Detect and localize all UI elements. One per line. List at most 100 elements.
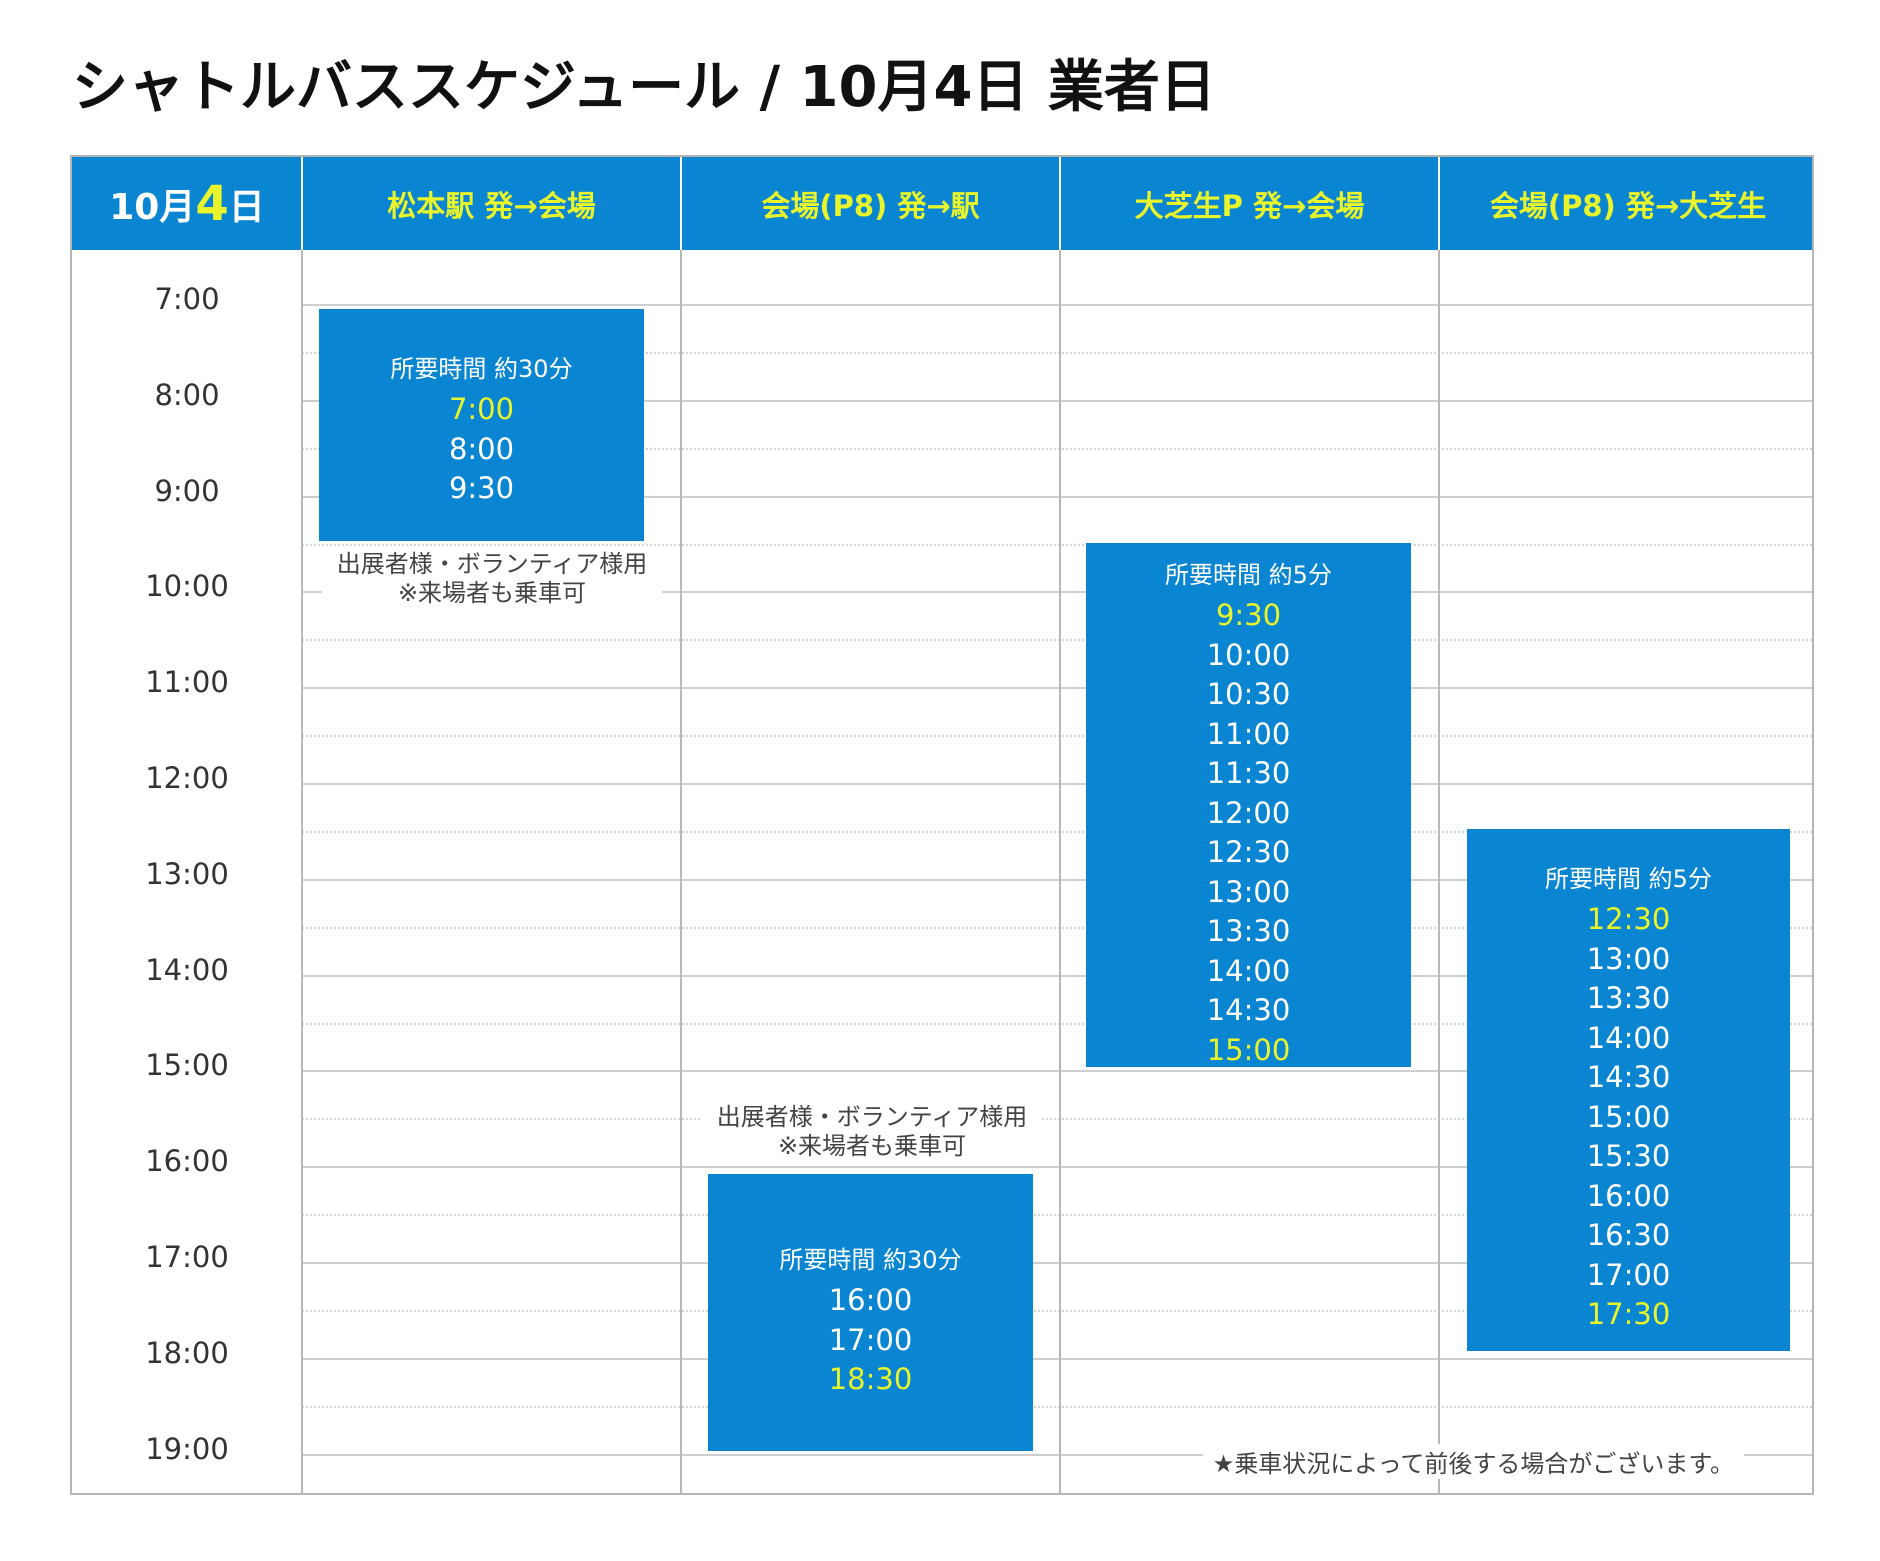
timetable-box-matsumoto: 所要時間 約30分 7:00 8:00 9:30: [319, 309, 644, 541]
date-month: 10月: [109, 186, 196, 228]
departure-time: 12:00: [1206, 795, 1291, 830]
half-hour-line: [302, 927, 1812, 929]
departure-time: 16:30: [1586, 1218, 1671, 1252]
departure-time: 13:30: [1206, 914, 1291, 948]
departure-time: 15:00: [1206, 1032, 1291, 1067]
schedule-grid: 10月 4 日 松本駅 発→会場 会場(P8) 発→駅 大芝生P 発→会場 会場(P…: [70, 155, 1814, 1495]
half-hour-line: [302, 1406, 1812, 1408]
departure-time: 17:00: [828, 1322, 913, 1357]
departure-time: 15:00: [1586, 1099, 1671, 1134]
departure-time: 12:30: [1586, 902, 1671, 936]
time-label: 11:00: [145, 665, 229, 699]
half-hour-line: [302, 352, 1812, 354]
time-label: 10:00: [145, 569, 229, 603]
half-hour-line: [302, 544, 1812, 546]
column-header-oshibafu-to-venue: 大芝生P 発→会場: [1134, 188, 1365, 223]
departure-time: 14:30: [1586, 1060, 1671, 1094]
half-hour-line: [302, 1310, 1812, 1312]
departure-time: 17:00: [1586, 1257, 1671, 1292]
departure-time: 11:30: [1206, 756, 1291, 790]
departure-time: 13:00: [1586, 941, 1671, 976]
time-label: 13:00: [145, 857, 229, 891]
departure-time: 14:00: [1586, 1020, 1671, 1055]
departure-time: 13:30: [1586, 981, 1671, 1015]
hour-line: [302, 496, 1812, 498]
date-header: 10月 4 日: [72, 157, 302, 250]
column-header-matsumoto-to-venue: 松本駅 発→会場: [387, 188, 596, 223]
hour-line: [302, 975, 1812, 977]
time-label: 15:00: [145, 1048, 229, 1082]
column-header-venue-to-station: 会場(P8) 発→駅: [761, 188, 980, 223]
time-label: 18:00: [145, 1336, 229, 1370]
hour-line: [302, 879, 1812, 881]
time-label: 7:00: [154, 282, 220, 316]
column-divider: [1438, 250, 1440, 1493]
header-divider: [301, 157, 303, 250]
hour-line: [302, 783, 1812, 785]
duration-label: 所要時間 約30分: [779, 1246, 962, 1274]
half-hour-line: [302, 1118, 1812, 1120]
footnote: ★乗車状況によって前後する場合がございます。: [1202, 1444, 1744, 1479]
departure-time: 10:30: [1206, 677, 1291, 711]
date-day: 4: [195, 175, 229, 232]
time-label: 17:00: [145, 1240, 229, 1274]
header-divider: [1438, 157, 1440, 250]
departure-times: 16:00 17:00 18:30: [708, 1281, 1033, 1400]
half-hour-line: [302, 639, 1812, 641]
departure-time: 15:30: [1586, 1139, 1671, 1173]
departure-time: 11:00: [1206, 716, 1291, 751]
note-line: ※来場者も乗車可: [777, 1132, 967, 1160]
column-divider: [1059, 250, 1061, 1493]
departure-time: 10:00: [1206, 637, 1291, 672]
hour-line: [302, 687, 1812, 689]
eligibility-note-matsumoto: 出展者様・ボランティア様用 ※来場者も乗車可: [322, 550, 662, 608]
half-hour-line: [302, 831, 1812, 833]
eligibility-note-venue-station: 出展者様・ボランティア様用 ※来場者も乗車可: [702, 1103, 1042, 1161]
half-hour-line: [302, 448, 1812, 450]
note-line: 出展者様・ボランティア様用: [716, 1103, 1028, 1131]
duration-label: 所要時間 約30分: [390, 355, 573, 383]
hour-line: [302, 400, 1812, 402]
half-hour-line: [302, 1214, 1812, 1216]
departure-time: 8:00: [448, 431, 515, 466]
hour-line: [302, 1358, 1812, 1360]
duration-label: 所要時間 約5分: [1545, 865, 1712, 893]
column-divider: [680, 250, 682, 1493]
header-divider: [1059, 157, 1061, 250]
note-line: ※来場者も乗車可: [397, 579, 587, 607]
half-hour-line: [302, 735, 1812, 737]
departure-time: 16:00: [1586, 1178, 1671, 1213]
hour-line: [302, 1262, 1812, 1264]
hour-line: [302, 1166, 1812, 1168]
departure-time: 13:00: [1206, 874, 1291, 909]
departure-time: 9:30: [448, 471, 515, 505]
time-label: 14:00: [145, 953, 229, 987]
departure-time: 14:30: [1206, 993, 1291, 1027]
page-title: シャトルバススケジュール / 10月4日 業者日: [72, 55, 1216, 120]
half-hour-line: [302, 1023, 1812, 1025]
departure-time: 18:30: [828, 1362, 913, 1396]
time-label: 9:00: [154, 474, 220, 508]
time-label: 12:00: [145, 761, 229, 795]
column-header-venue-to-oshibafu: 会場(P8) 発→大芝生: [1489, 188, 1767, 223]
schedule-header: 10月 4 日 松本駅 発→会場 会場(P8) 発→駅 大芝生P 発→会場 会場(P…: [72, 157, 1812, 250]
hour-line: [302, 591, 1812, 593]
hour-line: [302, 304, 1812, 306]
time-label: 8:00: [154, 378, 220, 412]
duration-label: 所要時間 約5分: [1165, 561, 1332, 589]
departure-time: 7:00: [448, 392, 515, 426]
departure-time: 17:30: [1586, 1297, 1671, 1331]
departure-time: 14:00: [1206, 953, 1291, 988]
hour-line: [302, 1070, 1812, 1072]
time-label: 16:00: [145, 1144, 229, 1178]
column-divider: [301, 250, 303, 1493]
departure-times: 9:30 10:00 10:30 11:00 11:30 12:00 12:30 13:00 1…: [1086, 596, 1411, 1070]
hour-line: [302, 1454, 1812, 1456]
timetable-box-oshibafu-venue: 所要時間 約5分 9:30 10:00 10:30 11:00 11:30 12:00 12…: [1086, 543, 1411, 1067]
departure-time: 16:00: [828, 1283, 913, 1317]
note-line: 出展者様・ボランティア様用: [336, 550, 648, 578]
header-divider: [680, 157, 682, 250]
departure-times: 12:30 13:00 13:30 14:00 14:30 15:00 15:30 16:00…: [1467, 900, 1790, 1335]
date-suffix: 日: [228, 186, 265, 228]
departure-times: 7:00 8:00 9:30: [319, 390, 644, 509]
